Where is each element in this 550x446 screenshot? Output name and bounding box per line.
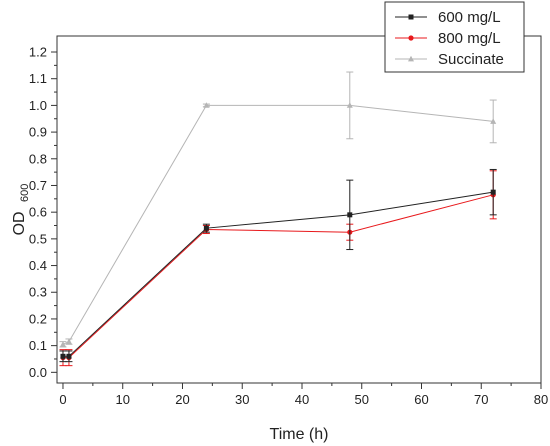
data-point-triangle	[59, 341, 66, 347]
legend-label: 800 mg/L	[438, 30, 501, 47]
data-point-triangle	[65, 338, 72, 345]
series-1	[59, 168, 497, 363]
data-point-square	[60, 353, 66, 359]
data-point-square	[408, 14, 414, 20]
y-axis-title-subscript: 600	[19, 184, 31, 202]
y-axis-title: OD 600	[11, 184, 31, 236]
y-axis-title-main: OD	[11, 211, 28, 235]
y-tick-label: 0.1	[29, 338, 47, 353]
x-tick-label: 70	[474, 392, 488, 407]
x-tick-label: 50	[355, 392, 369, 407]
y-tick-label: 0.5	[29, 231, 47, 246]
legend-box	[384, 1, 525, 73]
y-tick-label: 1.0	[29, 98, 47, 113]
series-line	[62, 104, 494, 345]
data-point-triangle	[346, 102, 353, 108]
data-point-triangle	[408, 55, 414, 62]
x-tick-label: 0	[59, 392, 66, 407]
x-tick-label: 60	[414, 392, 428, 407]
x-tick-label: 10	[115, 392, 129, 407]
x-tick-label: 40	[295, 392, 309, 407]
legend-label: Succinate	[438, 51, 504, 68]
data-point-square	[66, 353, 72, 359]
y-tick-label: 0.2	[29, 311, 47, 326]
legend: 600 mg/L 800 mg/L Succinate	[384, 1, 525, 73]
series-line	[62, 194, 494, 359]
x-tick-label: 20	[175, 392, 189, 407]
x-axis-title: Time (h)	[270, 426, 329, 443]
legend-item-3: Succinate	[395, 51, 504, 68]
data-point-square	[203, 225, 209, 231]
y-tick-label: 0.4	[29, 258, 47, 273]
x-tick-label: 30	[235, 392, 249, 407]
legend-label: 600 mg/L	[438, 9, 501, 26]
plot-frame	[56, 35, 542, 384]
y-tick-label: 0.0	[29, 365, 47, 380]
data-point-circle	[408, 35, 414, 41]
y-tick-label: 0.6	[29, 205, 47, 220]
series-line	[62, 191, 494, 357]
data-point-square	[490, 189, 496, 195]
y-tick-label: 1.1	[29, 71, 47, 86]
series-2	[59, 170, 497, 367]
data-point-square	[347, 212, 353, 218]
series-3	[59, 71, 497, 348]
y-tick-label: 0.7	[29, 178, 47, 193]
y-tick-label: 0.3	[29, 285, 47, 300]
legend-item-1: 600 mg/L	[395, 9, 501, 26]
y-tick-label: 0.9	[29, 125, 47, 140]
data-point-triangle	[490, 118, 497, 124]
data-point-triangle	[203, 102, 210, 108]
legend-item-2: 800 mg/L	[395, 30, 501, 47]
x-tick-label: 80	[534, 392, 548, 407]
y-tick-label: 0.8	[29, 151, 47, 166]
y-tick-label: 1.2	[29, 45, 47, 60]
